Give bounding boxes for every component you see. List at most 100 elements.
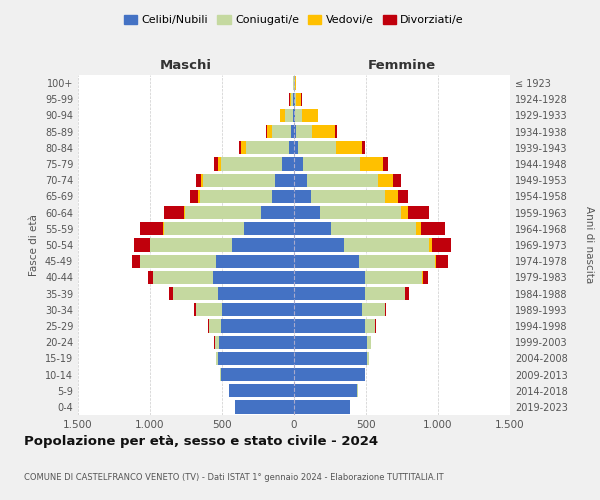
Bar [283, 158, 294, 170]
Bar [272, 190, 294, 203]
Bar [134, 238, 149, 252]
Bar [219, 336, 294, 349]
Bar [272, 125, 291, 138]
Bar [294, 352, 367, 365]
Bar [365, 320, 374, 332]
Bar [196, 174, 201, 187]
Bar [198, 190, 200, 203]
Bar [214, 270, 294, 284]
Bar [383, 158, 388, 170]
Bar [362, 141, 365, 154]
Text: Femmine: Femmine [368, 59, 436, 72]
Bar [200, 190, 272, 203]
Bar [216, 254, 294, 268]
Bar [375, 320, 376, 332]
Bar [221, 158, 283, 170]
Bar [289, 141, 294, 154]
Bar [365, 287, 405, 300]
Bar [196, 303, 222, 316]
Bar [296, 125, 312, 138]
Bar [184, 206, 185, 220]
Bar [218, 158, 221, 170]
Bar [194, 303, 196, 316]
Bar [190, 190, 198, 203]
Bar [148, 270, 153, 284]
Bar [153, 270, 214, 284]
Bar [221, 320, 294, 332]
Bar [275, 174, 294, 187]
Bar [295, 109, 302, 122]
Bar [295, 92, 296, 106]
Bar [173, 287, 218, 300]
Bar [140, 254, 216, 268]
Text: COMUNE DI CASTELFRANCO VENETO (TV) - Dati ISTAT 1° gennaio 2024 - Elaborazione T: COMUNE DI CASTELFRANCO VENETO (TV) - Dat… [24, 472, 443, 482]
Y-axis label: Fasce di età: Fasce di età [29, 214, 39, 276]
Bar [298, 141, 337, 154]
Bar [360, 158, 383, 170]
Bar [293, 109, 294, 122]
Bar [398, 190, 408, 203]
Bar [294, 368, 365, 381]
Bar [232, 238, 294, 252]
Bar [401, 206, 408, 220]
Bar [294, 400, 350, 413]
Bar [241, 141, 246, 154]
Bar [140, 222, 163, 235]
Bar [246, 141, 289, 154]
Bar [312, 125, 335, 138]
Bar [294, 287, 365, 300]
Bar [169, 287, 173, 300]
Bar [367, 336, 371, 349]
Bar [214, 158, 218, 170]
Bar [344, 238, 430, 252]
Bar [294, 303, 362, 316]
Bar [164, 206, 184, 220]
Bar [295, 76, 296, 90]
Bar [294, 222, 331, 235]
Bar [394, 174, 401, 187]
Bar [239, 141, 241, 154]
Bar [296, 92, 301, 106]
Bar [203, 174, 275, 187]
Bar [367, 352, 368, 365]
Bar [291, 125, 294, 138]
Bar [311, 190, 385, 203]
Bar [377, 174, 394, 187]
Bar [416, 222, 421, 235]
Bar [218, 352, 294, 365]
Bar [132, 254, 140, 268]
Bar [294, 254, 359, 268]
Bar [268, 125, 272, 138]
Bar [307, 174, 377, 187]
Bar [244, 222, 294, 235]
Bar [385, 303, 386, 316]
Bar [290, 92, 291, 106]
Bar [218, 287, 294, 300]
Bar [280, 109, 284, 122]
Bar [150, 238, 232, 252]
Bar [302, 158, 360, 170]
Bar [337, 141, 362, 154]
Bar [294, 92, 295, 106]
Bar [164, 222, 244, 235]
Bar [359, 254, 435, 268]
Bar [436, 254, 448, 268]
Bar [215, 336, 219, 349]
Bar [220, 368, 221, 381]
Bar [294, 109, 295, 122]
Bar [293, 92, 294, 106]
Text: Popolazione per età, sesso e stato civile - 2024: Popolazione per età, sesso e stato civil… [24, 435, 378, 448]
Bar [294, 206, 320, 220]
Bar [291, 92, 293, 106]
Bar [385, 190, 398, 203]
Bar [266, 125, 268, 138]
Bar [216, 352, 218, 365]
Bar [331, 222, 416, 235]
Bar [229, 384, 294, 398]
Bar [294, 141, 298, 154]
Bar [435, 254, 436, 268]
Bar [208, 320, 209, 332]
Bar [284, 109, 293, 122]
Bar [222, 303, 294, 316]
Bar [405, 287, 409, 300]
